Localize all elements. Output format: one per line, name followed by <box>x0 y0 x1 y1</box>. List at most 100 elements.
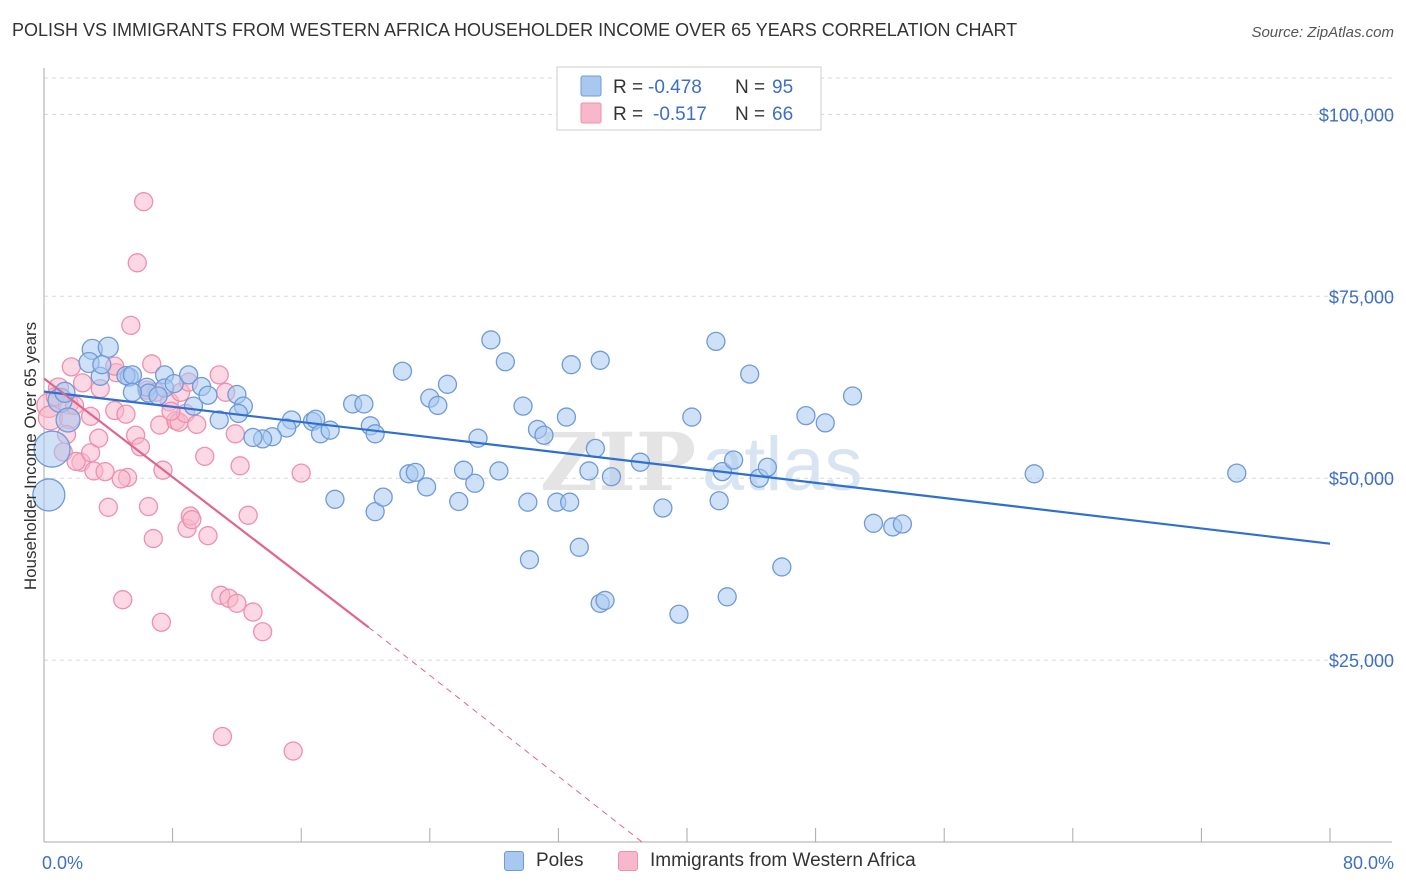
africa-point-48 <box>121 315 141 336</box>
y-tick-label-3: $100,000 <box>1319 105 1394 125</box>
poles-point-62 <box>416 477 437 497</box>
africa-point-42 <box>182 510 202 530</box>
africa-point-36 <box>98 497 118 517</box>
y-tick-label-2: $75,000 <box>1329 287 1394 307</box>
legend-r-label-poles: R = <box>613 77 643 98</box>
poles-point-45 <box>481 330 501 350</box>
poles-point-90 <box>772 557 792 577</box>
y-tick-label-1: $50,000 <box>1329 469 1394 489</box>
chart-title: POLISH VS IMMIGRANTS FROM WESTERN AFRICA… <box>12 20 1018 40</box>
x-tick-label-max: 80.0% <box>1343 853 1394 873</box>
legend-n-value-poles: 95 <box>772 77 793 98</box>
trend-line-africa-extension <box>368 626 643 843</box>
africa-point-35 <box>138 496 159 517</box>
legend-n-label-poles: N = <box>735 77 765 98</box>
trend-lines <box>43 377 1331 843</box>
poles-point-59 <box>373 487 393 507</box>
y-tick-label-0: $25,000 <box>1329 651 1394 671</box>
africa-point-31 <box>209 365 229 385</box>
poles-point-67 <box>518 492 538 512</box>
legend-box: R = -0.478 N = 95 R = -0.517 N = 66 <box>556 66 822 131</box>
poles-point-87 <box>863 513 884 533</box>
legend-item-poles: Poles <box>504 850 584 872</box>
poles-point-86 <box>842 386 863 406</box>
watermark: ZIP atlas <box>540 415 863 509</box>
poles-point-7 <box>97 336 119 358</box>
africa-point-54 <box>243 602 263 622</box>
poles-point-0 <box>32 478 66 512</box>
poles-point-52 <box>590 350 610 370</box>
legend-item-africa: Immigrants from Western Africa <box>618 850 916 872</box>
legend-swatch-poles <box>580 75 602 97</box>
poles-point-77 <box>717 587 737 607</box>
africa-point-49 <box>113 590 133 610</box>
poles-point-73 <box>595 590 615 611</box>
poles-point-70 <box>560 492 580 512</box>
africa-point-43 <box>198 526 218 546</box>
poles-point-63 <box>449 491 469 512</box>
africa-point-39 <box>143 528 163 549</box>
y-axis-label: Householder Income Over 65 years <box>21 322 40 590</box>
poles-point-42 <box>437 374 458 394</box>
africa-point-20 <box>142 354 162 374</box>
poles-point-39 <box>365 424 385 444</box>
poles-point-82 <box>740 364 760 384</box>
poles-point-93 <box>1227 463 1247 483</box>
legend-n-value-africa: 66 <box>772 104 793 125</box>
poles-point-81 <box>757 457 778 477</box>
poles-point-55 <box>601 467 622 487</box>
africa-point-29 <box>187 414 207 434</box>
poles-point-26 <box>209 410 229 430</box>
poles-point-54 <box>579 461 599 481</box>
trend-line-poles <box>43 390 1331 545</box>
legend-swatch-africa <box>580 102 602 124</box>
africa-point-14 <box>116 404 136 424</box>
series-poles <box>32 330 1247 624</box>
poles-point-79 <box>723 450 744 470</box>
poles-point-47 <box>513 396 533 416</box>
poles-point-91 <box>682 407 702 427</box>
series-immigrants-western-africa <box>36 192 311 761</box>
africa-point-7 <box>66 451 86 472</box>
poles-point-43 <box>428 395 448 416</box>
africa-point-56 <box>212 726 233 747</box>
africa-point-44 <box>238 505 258 525</box>
poles-point-74 <box>653 498 673 518</box>
poles-point-89 <box>892 514 913 534</box>
legend-r-value-africa: -0.517 <box>653 104 707 125</box>
poles-point-51 <box>561 355 581 375</box>
poles-point-23 <box>183 396 204 416</box>
africa-point-57 <box>283 741 303 761</box>
poles-point-18 <box>148 386 168 406</box>
legend-n-label-africa: N = <box>735 104 765 125</box>
africa-point-46 <box>134 192 154 212</box>
poles-point-15 <box>122 382 143 402</box>
poles-point-53 <box>585 438 606 459</box>
africa-point-58 <box>72 373 93 393</box>
poles-point-85 <box>815 413 835 433</box>
poles-point-40 <box>392 361 413 381</box>
africa-point-62 <box>89 428 109 448</box>
poles-point-57 <box>365 502 385 522</box>
africa-point-47 <box>127 253 147 273</box>
poles-point-46 <box>495 352 516 372</box>
africa-point-64 <box>225 424 245 444</box>
africa-point-50 <box>151 612 171 632</box>
africa-point-38 <box>111 469 131 489</box>
poles-point-92 <box>1024 464 1044 484</box>
trend-line-africa <box>43 377 370 629</box>
africa-point-53 <box>227 593 247 613</box>
bottom-legend: Poles Immigrants from Western Africa <box>0 850 1406 880</box>
y-tick-labels: $25,000 $50,000 $75,000 $100,000 <box>1319 105 1394 671</box>
africa-point-45 <box>291 463 311 483</box>
poles-point-22 <box>198 385 218 405</box>
x-tick-label-min: 0.0% <box>42 853 83 873</box>
poles-point-58 <box>325 489 345 509</box>
legend-swatch-africa <box>618 851 638 871</box>
poles-point-9 <box>92 355 112 375</box>
poles-point-64 <box>453 460 474 480</box>
poles-point-3 <box>55 407 81 433</box>
legend-swatch-poles <box>504 851 524 871</box>
poles-point-20 <box>179 365 199 385</box>
